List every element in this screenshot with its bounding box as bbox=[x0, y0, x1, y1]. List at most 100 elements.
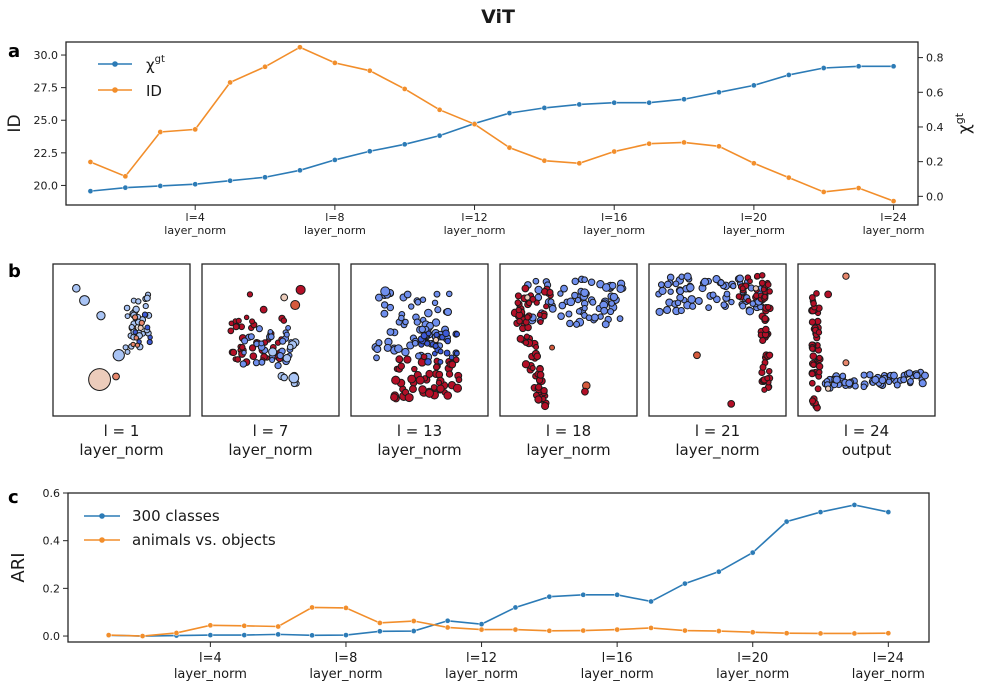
series-line bbox=[90, 46, 894, 202]
scatter-point bbox=[386, 303, 395, 312]
data-point bbox=[576, 160, 583, 167]
scatter-point bbox=[229, 348, 238, 357]
data-point bbox=[817, 509, 824, 515]
scatter-point bbox=[227, 327, 235, 335]
scatter-point bbox=[536, 311, 543, 318]
data-point bbox=[297, 167, 303, 174]
subplot-label: l = 24 bbox=[844, 422, 889, 440]
scatter-point bbox=[373, 345, 382, 354]
data-point bbox=[366, 148, 373, 155]
scatter-point bbox=[280, 373, 288, 382]
data-point bbox=[478, 621, 485, 627]
data-point bbox=[646, 99, 652, 106]
scatter-point bbox=[557, 290, 564, 297]
scatter-point bbox=[537, 319, 544, 325]
subplot-label: l = 21 bbox=[695, 422, 740, 440]
data-point bbox=[541, 157, 548, 164]
scatter-point bbox=[259, 305, 268, 314]
data-point bbox=[851, 630, 858, 637]
data-point bbox=[275, 623, 282, 630]
data-point bbox=[105, 632, 112, 638]
series-line bbox=[90, 65, 894, 192]
scatter-point bbox=[759, 363, 767, 371]
data-point bbox=[506, 144, 513, 151]
scatter-point bbox=[728, 298, 735, 306]
scatter-point bbox=[536, 371, 545, 379]
scatter-point bbox=[574, 296, 582, 304]
scatter-point bbox=[274, 361, 282, 370]
scatter-points bbox=[371, 286, 463, 403]
data-point bbox=[580, 627, 587, 634]
subplot-frame bbox=[52, 263, 191, 417]
scatter-point bbox=[442, 329, 450, 338]
scatter-point bbox=[664, 280, 672, 289]
scatter-point bbox=[808, 318, 817, 326]
scatter-point bbox=[448, 354, 455, 361]
scatter-point bbox=[453, 331, 460, 338]
scatter-point bbox=[437, 358, 444, 365]
data-point bbox=[343, 605, 349, 611]
data-point bbox=[614, 626, 620, 633]
scatter-point bbox=[764, 375, 771, 382]
scatter-point bbox=[566, 297, 576, 307]
data-point bbox=[471, 121, 478, 128]
scatter-point bbox=[431, 318, 441, 327]
scatter-point bbox=[657, 281, 665, 289]
data-point bbox=[749, 549, 756, 556]
y-tick-label: 22.5 bbox=[34, 147, 59, 160]
scatter-point bbox=[425, 369, 434, 378]
data-point bbox=[139, 633, 146, 639]
x-tick-label: l=20 bbox=[741, 211, 767, 224]
scatter-point bbox=[547, 298, 555, 306]
scatter-point bbox=[808, 397, 817, 405]
scatter-point bbox=[123, 304, 131, 312]
scatter-point bbox=[232, 323, 240, 331]
scatter-point bbox=[445, 290, 453, 298]
y-tick-label: 30.0 bbox=[34, 49, 59, 62]
scatter-point bbox=[424, 308, 433, 318]
scatter-point bbox=[727, 399, 736, 408]
x-tick-label: layer_norm bbox=[445, 667, 518, 682]
y-tick-label: 0.4 bbox=[43, 535, 61, 548]
scatter-point bbox=[375, 339, 383, 347]
scatter-point bbox=[600, 306, 609, 315]
data-point bbox=[309, 604, 315, 611]
scatter-point bbox=[852, 382, 859, 390]
scatter-point bbox=[398, 314, 405, 322]
scatter-point bbox=[532, 277, 540, 285]
y-right-tick-label: 0.4 bbox=[926, 121, 944, 134]
x-tick-label: layer_norm bbox=[583, 224, 645, 237]
data-point bbox=[783, 518, 790, 525]
subplot-frame bbox=[797, 263, 936, 417]
y-tick-label: 25.0 bbox=[34, 114, 59, 127]
scatter-point bbox=[258, 340, 265, 347]
scatter-point bbox=[558, 301, 567, 310]
x-tick-label: l=20 bbox=[737, 651, 768, 666]
scatter-point bbox=[693, 351, 701, 360]
scatter-point bbox=[420, 353, 428, 361]
scatter-point bbox=[432, 336, 440, 344]
subplot-label: l = 18 bbox=[546, 422, 591, 440]
scatter-point bbox=[276, 352, 284, 360]
data-point bbox=[681, 139, 687, 146]
data-point bbox=[173, 630, 180, 636]
data-point bbox=[436, 106, 443, 113]
scatter-point bbox=[655, 307, 664, 317]
scatter-point bbox=[557, 312, 565, 320]
scatter-point bbox=[130, 341, 136, 348]
y-right-tick-label: 0.2 bbox=[926, 156, 944, 169]
scatter-point bbox=[241, 349, 247, 356]
scatter-point bbox=[765, 367, 773, 375]
scatter-point bbox=[241, 337, 249, 345]
data-point bbox=[611, 148, 618, 155]
scatter-point bbox=[408, 303, 415, 310]
scatter-point bbox=[866, 371, 874, 379]
scatter-point bbox=[402, 318, 409, 326]
data-point bbox=[227, 177, 233, 184]
scatter-point bbox=[808, 370, 816, 378]
subplot-label: layer_norm bbox=[228, 441, 312, 460]
scatter-point bbox=[581, 387, 589, 396]
